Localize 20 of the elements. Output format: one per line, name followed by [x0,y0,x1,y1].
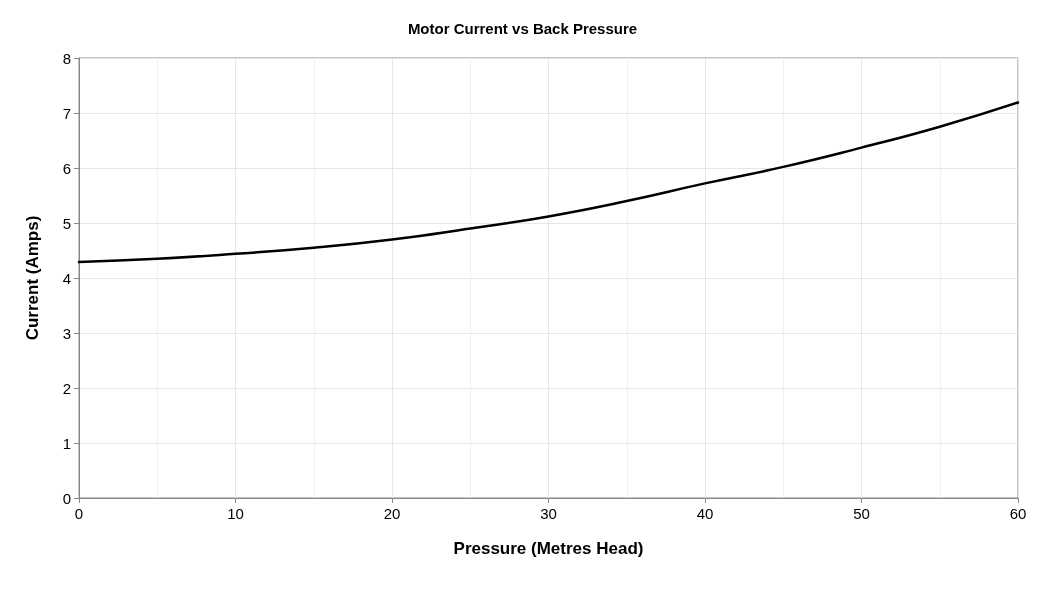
y-tick-label: 6 [62,159,71,177]
y-tick-label: 5 [62,214,71,232]
y-tick-label: 4 [62,269,71,287]
y-tick-label: 2 [62,379,71,397]
x-tick-label: 20 [383,505,401,522]
x-tick-label: 10 [227,505,244,522]
x-tick-label: 0 [74,505,84,522]
x-tick-label: 30 [540,505,557,522]
y-tick-label: 7 [62,104,71,122]
y-tick-label: 3 [62,324,71,342]
x-tick-label: 40 [696,505,714,522]
y-tick-label: 1 [62,434,71,452]
x-tick-label: 60 [1009,505,1027,522]
y-tick-label: 8 [62,49,71,67]
chart-title: Motor Current vs Back Pressure [407,20,638,37]
x-tick-label: 50 [853,505,870,522]
x-axis-title: Pressure (Metres Head) [453,539,644,558]
y-tick-label: 0 [62,489,71,507]
line-series [77,101,1020,264]
y-axis-title: Current (Amps) [23,215,42,341]
